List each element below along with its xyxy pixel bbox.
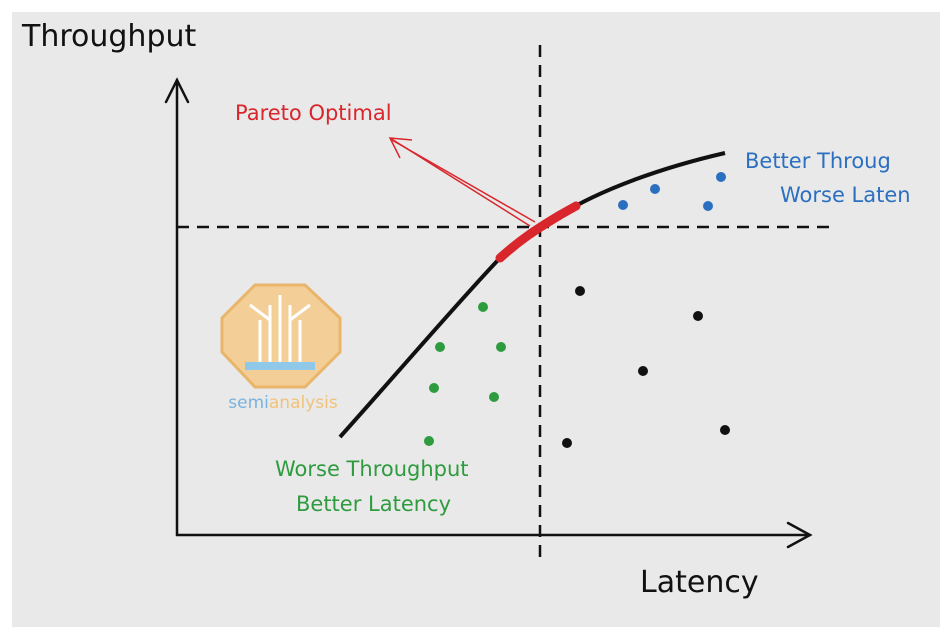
top-right-label: Worse Laten bbox=[780, 183, 911, 207]
bottom-left-label: Better Latency bbox=[296, 492, 451, 516]
black-dots bbox=[562, 286, 730, 448]
y-axis-label: Throughput bbox=[21, 19, 196, 54]
pareto-label: Pareto Optimal bbox=[235, 101, 392, 125]
top-right-label: Better Throug bbox=[745, 149, 891, 173]
pareto-arrow bbox=[388, 137, 536, 227]
background bbox=[12, 12, 940, 627]
axes bbox=[164, 77, 813, 549]
blue-dots bbox=[618, 172, 726, 211]
logo-part: analysis bbox=[269, 393, 338, 413]
pareto-segment bbox=[495, 201, 581, 263]
green-dots bbox=[424, 302, 506, 446]
x-axis-label: Latency bbox=[640, 565, 759, 600]
bottom-left-label: Worse Throughput bbox=[275, 457, 469, 481]
logo: semianalysis bbox=[220, 283, 342, 413]
logo-part: semi bbox=[228, 393, 269, 413]
logo-wordmark: semianalysis bbox=[228, 393, 338, 413]
